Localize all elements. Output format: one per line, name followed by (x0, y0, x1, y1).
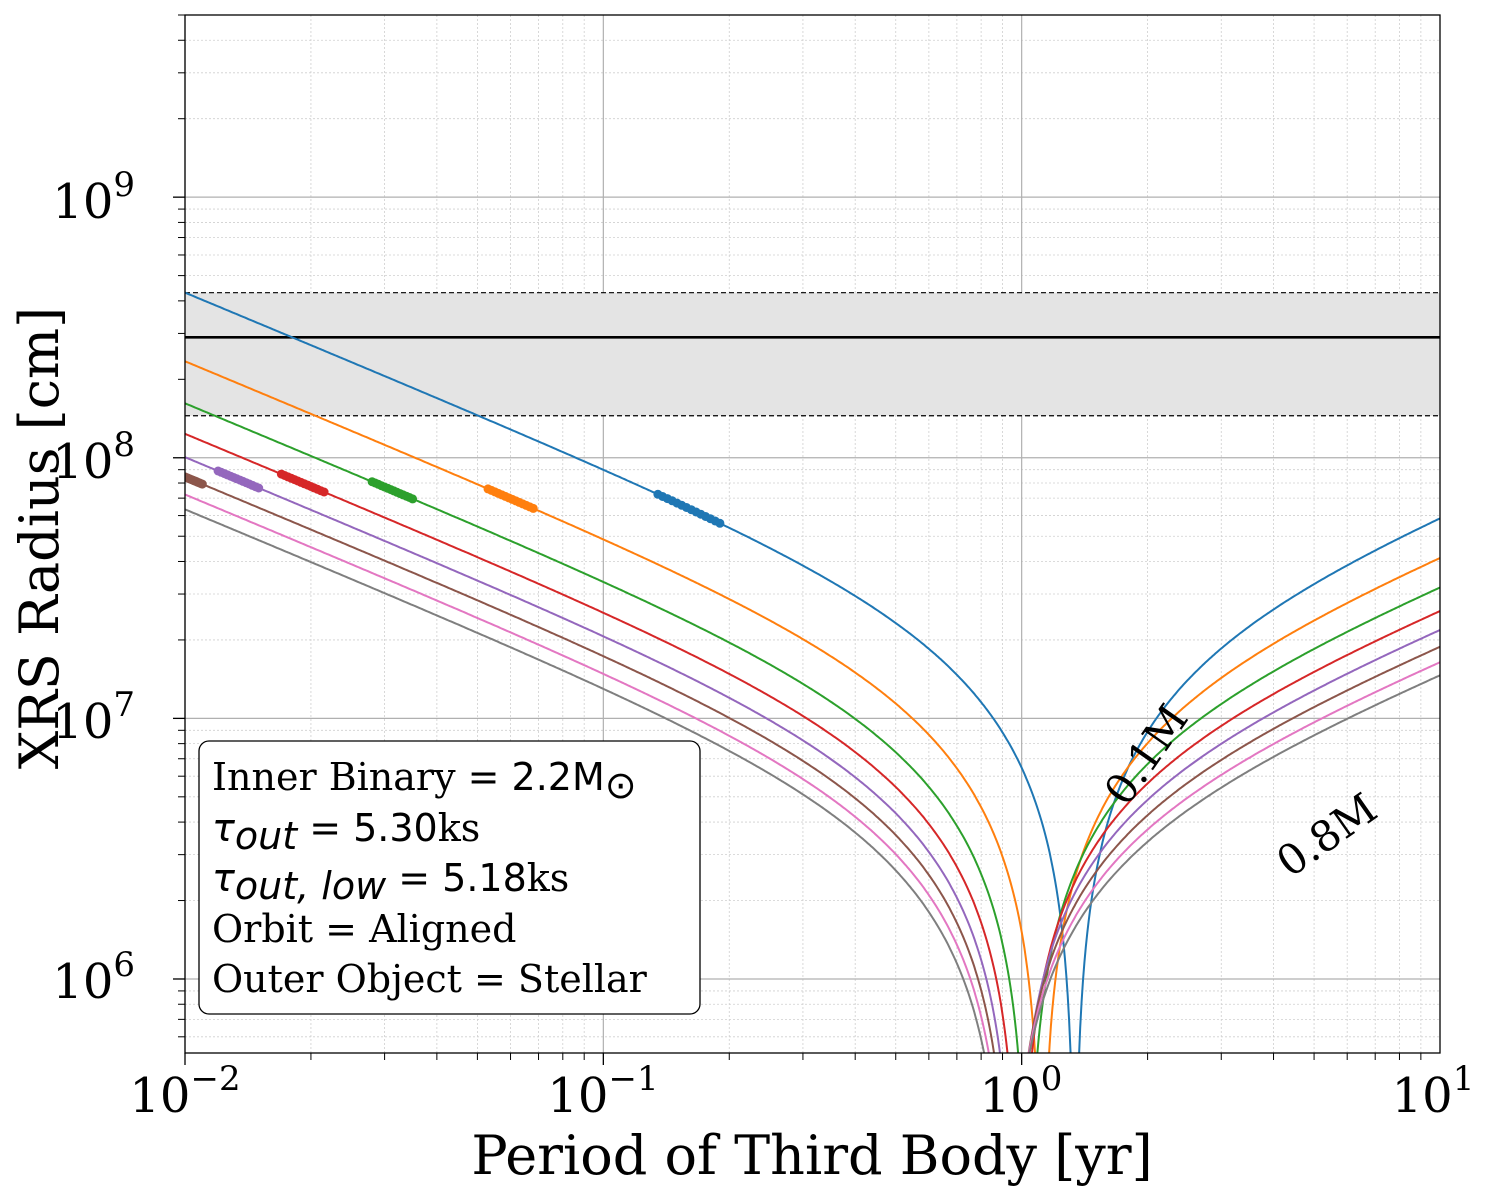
series-line-0.5M (185, 456, 1440, 1053)
series-marker-0.3M (408, 494, 418, 504)
series-line-0.3M (185, 402, 1440, 1053)
x-tick-labels: 10−2 10−1 100 101 (129, 1059, 1474, 1124)
y-tick-label: 107 (52, 685, 135, 750)
x-axis-title: Period of Third Body [yr] (471, 1124, 1152, 1187)
annotation-inner-binary: Inner Binary = 2.2M⊙ (212, 755, 637, 807)
x-tick-label: 100 (980, 1059, 1063, 1124)
series-marker-0.5M (254, 483, 264, 493)
series-marker-0.2M (528, 503, 538, 513)
series-lines (185, 291, 1440, 1053)
y-tick-labels: 106 107 108 109 (52, 165, 135, 1010)
series-marker-0.6M (197, 479, 207, 489)
reference-band (185, 292, 1440, 417)
series-markers (185, 466, 725, 528)
x-tick-label: 10−1 (547, 1059, 658, 1124)
y-tick-label: 109 (52, 165, 135, 230)
annotation-tau-out-low: τout, low = 5.18ks (212, 856, 569, 908)
reference-band-fill (185, 292, 1440, 416)
y-axis-title: XRS Radius [cm] (8, 307, 71, 769)
y-tick-label: 108 (52, 425, 135, 490)
x-tick-label: 10−2 (129, 1059, 240, 1124)
plot-frame (184, 14, 1441, 1054)
series-line-0.8M (185, 508, 1440, 1053)
annotation-frame (198, 740, 701, 1015)
series-line-0.2M (185, 360, 1440, 1053)
annotation-box: Inner Binary = 2.2M⊙ τout = 5.30ks τout,… (198, 740, 701, 1015)
series-marker-0.4M (319, 487, 329, 497)
annotation-outer-object: Outer Object = Stellar (212, 957, 648, 1001)
series-line-0.6M (185, 475, 1440, 1053)
annotation-orbit: Orbit = Aligned (212, 907, 516, 951)
annotation-tau-out: τout = 5.30ks (212, 806, 480, 858)
series-line-0.1M (185, 291, 1440, 1053)
series-marker-0.1M (715, 518, 725, 528)
x-tick-label: 101 (1392, 1059, 1475, 1124)
series-line-0.7M (185, 493, 1440, 1053)
y-tick-label: 106 (52, 945, 135, 1010)
tick-marks (173, 14, 1422, 1065)
